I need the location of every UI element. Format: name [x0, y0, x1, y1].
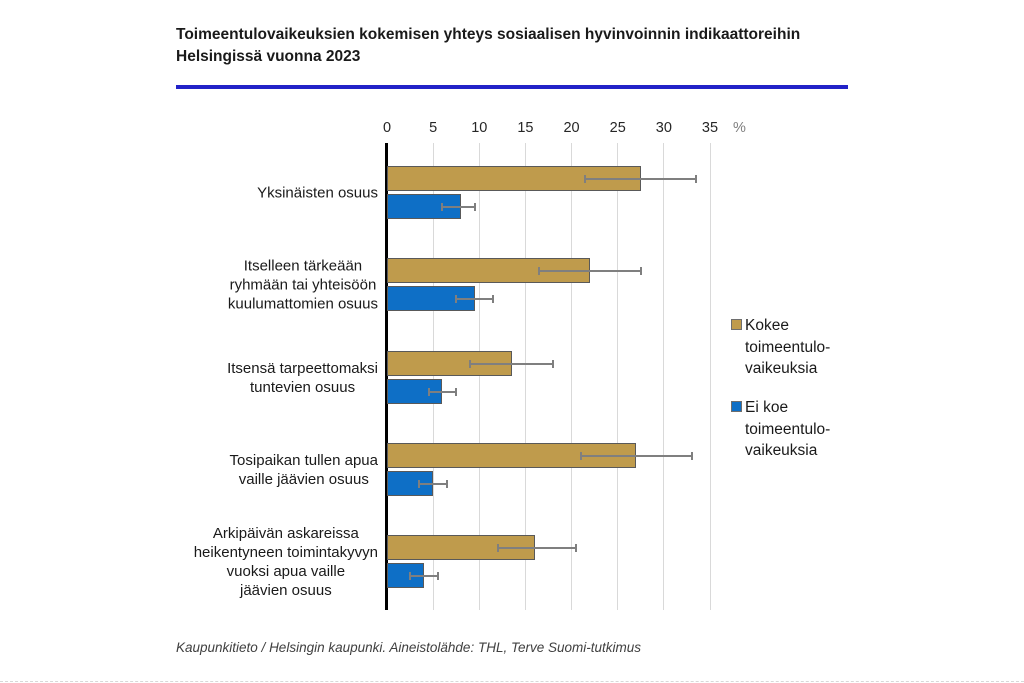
legend-label-line: Kokee	[745, 317, 789, 334]
error-bar-cap	[455, 294, 458, 303]
category-label: Itselleen tärkeään ryhmään tai yhteisöön k…	[228, 256, 378, 313]
error-bar-cap	[584, 174, 587, 183]
error-bar-cap	[473, 202, 476, 211]
category-label: Arkipäivän askareissa heikentyneen toimin…	[194, 524, 378, 600]
legend-item-ei-koe: Ei koe toimeentulo-vaikeuksia	[731, 397, 830, 462]
x-axis-tick-label: 30	[655, 120, 672, 136]
legend-label-line: vaikeuksia	[745, 442, 818, 459]
error-bar	[410, 574, 438, 577]
error-bar	[456, 297, 494, 300]
category-label-line: Yksinäisten osuus	[257, 184, 378, 201]
legend-label-line: Ei koe	[745, 399, 789, 416]
source-attribution: Kaupunkitieto / Helsingin kaupunki. Aine…	[176, 640, 641, 655]
category-label-line: vaille jäävien osuus	[238, 470, 369, 488]
x-axis-tick-label: 25	[609, 120, 626, 136]
y-axis-line	[385, 143, 388, 610]
error-bar	[442, 205, 475, 208]
category-label: Tosipaikan tullen apua vaille jäävien osu…	[230, 451, 378, 489]
gridline	[617, 143, 619, 610]
legend-label-line: vaikeuksia	[745, 360, 818, 377]
error-bar-cap	[427, 387, 430, 396]
error-bar	[580, 454, 692, 457]
category-label-line: jäävien osuus	[239, 581, 332, 599]
category-label-line: heikentyneen toimintakyvyn	[193, 543, 378, 561]
error-bar	[539, 269, 641, 272]
gridline	[571, 143, 573, 610]
category-label-line: tuntevien osuus	[250, 378, 356, 396]
error-bar-cap	[695, 174, 698, 183]
x-axis-tick-label: 35	[701, 120, 719, 136]
legend-label: Kokee toimeentulo-vaikeuksia	[745, 315, 830, 380]
gridline	[663, 143, 665, 610]
category-label-line: Itselleen tärkeään	[243, 257, 363, 274]
error-bar-cap	[436, 571, 439, 580]
error-bar	[428, 390, 457, 393]
error-bar-cap	[469, 359, 472, 368]
category-label: Yksinäisten osuus	[257, 183, 378, 202]
category-label-line: Tosipaikan tullen apua	[229, 451, 378, 469]
legend-swatch	[731, 401, 742, 412]
error-bar	[585, 177, 697, 180]
chart-title: Toimeentulovaikeuksien kokemisen yhteys …	[176, 24, 866, 67]
x-axis-tick-label: 5	[429, 120, 438, 136]
category-label-line: Arkipäivän askareissa	[212, 524, 359, 542]
gridline	[432, 143, 434, 610]
chart-title-line1: Toimeentulovaikeuksien kokemisen yhteys …	[176, 26, 801, 43]
error-bar-cap	[445, 479, 448, 488]
category-label-line: Itsensä tarpeettomaksi	[227, 359, 378, 377]
legend-swatch	[731, 319, 742, 330]
legend-label-line: toimeentulo-	[745, 338, 831, 356]
page-bottom-edge	[0, 681, 1024, 682]
error-bar-cap	[690, 451, 693, 460]
x-axis-tick-label: 0	[382, 120, 392, 136]
error-bar	[419, 482, 447, 485]
error-bar-cap	[418, 479, 421, 488]
category-label-line: ryhmään tai yhteisöön	[229, 276, 377, 293]
x-axis-tick-label: 10	[471, 120, 488, 136]
error-bar-cap	[496, 543, 499, 552]
legend-label: Ei koe toimeentulo-vaikeuksia	[745, 397, 830, 462]
legend-item-kokee: Kokee toimeentulo-vaikeuksia	[731, 315, 830, 380]
x-axis-tick-label: 20	[563, 120, 580, 136]
error-bar	[470, 362, 554, 365]
error-bar-cap	[639, 266, 642, 275]
title-accent-rule	[176, 85, 848, 89]
chart-title-line2: Helsingissä vuonna 2023	[176, 47, 361, 65]
error-bar-cap	[579, 451, 582, 460]
error-bar-cap	[538, 266, 541, 275]
gridline	[478, 143, 480, 610]
x-axis-tick-label: 15	[517, 120, 534, 136]
x-axis-unit-label: %	[733, 120, 746, 136]
error-bar-cap	[455, 387, 458, 396]
error-bar-cap	[441, 202, 444, 211]
legend-label-line: toimeentulo-	[745, 420, 831, 438]
error-bar-cap	[552, 359, 555, 368]
error-bar-cap	[492, 294, 495, 303]
gridline	[524, 143, 526, 610]
category-label: Itsensä tarpeettomaksi tuntevien osuus	[227, 359, 378, 397]
error-bar-cap	[409, 571, 412, 580]
error-bar	[497, 546, 577, 549]
error-bar-cap	[575, 543, 578, 552]
category-label-line: kuulumattomien osuus	[227, 295, 378, 312]
gridline	[709, 143, 711, 610]
bar-ei-koe-toimeentulovaikeuksia	[387, 379, 443, 404]
category-label-line: vuoksi apua vaille	[226, 562, 346, 580]
